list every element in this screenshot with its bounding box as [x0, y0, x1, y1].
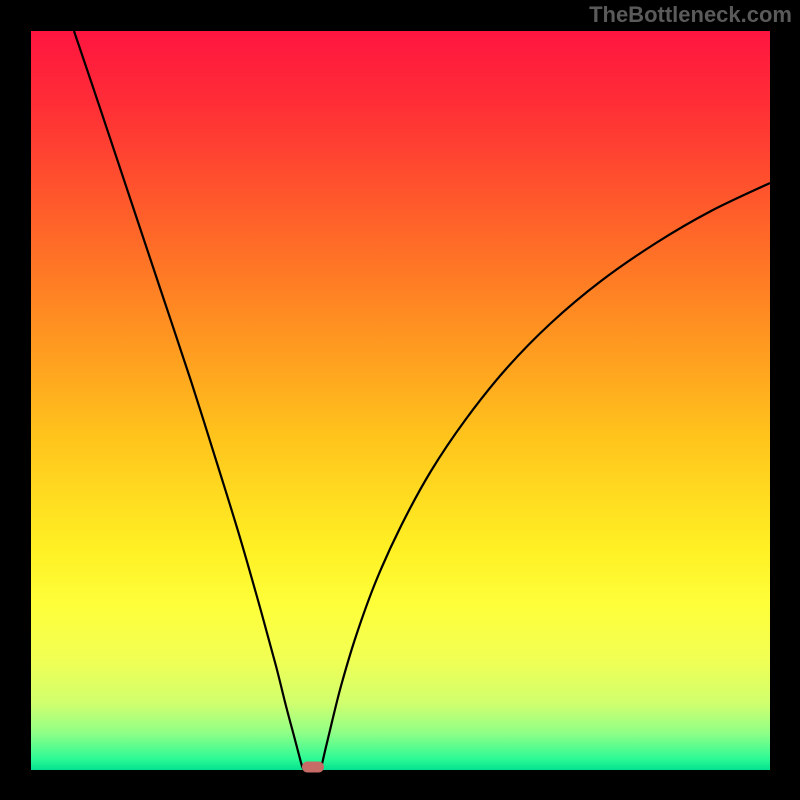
watermark-text: TheBottleneck.com	[589, 2, 792, 28]
bottleneck-curve-left	[74, 31, 304, 770]
optimum-marker	[302, 762, 324, 773]
plot-area	[31, 31, 770, 770]
curve-svg	[31, 31, 770, 770]
bottleneck-curve-right	[320, 183, 770, 770]
